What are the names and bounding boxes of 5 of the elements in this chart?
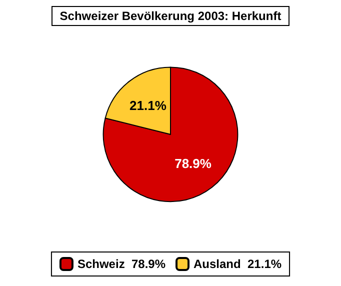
data-label: 21.1% bbox=[130, 98, 167, 114]
chart-title: Schweizer Bevölkerung 2003: Herkunft bbox=[60, 9, 282, 23]
legend-label: Schweiz 78.9% bbox=[77, 257, 166, 271]
legend-label: Ausland 21.1% bbox=[194, 257, 282, 271]
data-label: 78.9% bbox=[174, 156, 212, 171]
